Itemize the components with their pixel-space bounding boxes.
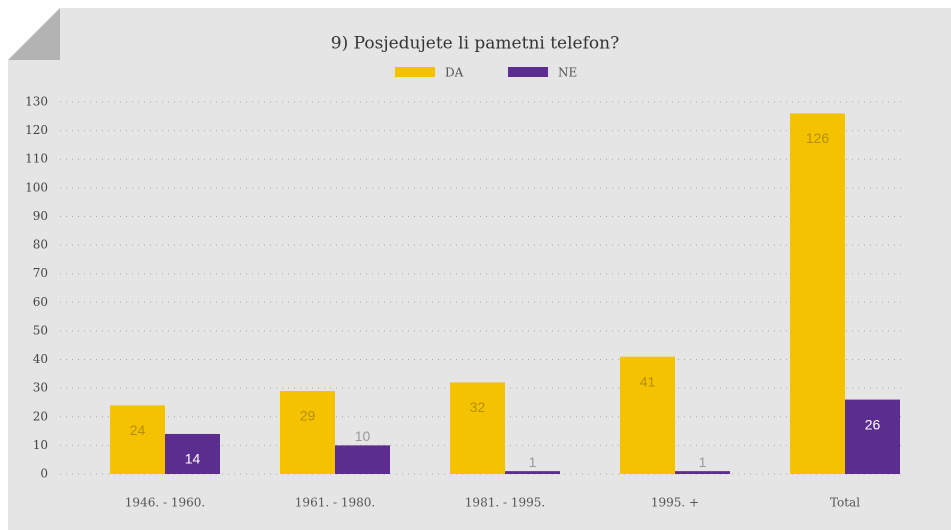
data-label: 1: [699, 454, 707, 470]
y-tick-label: 110: [25, 152, 48, 166]
y-tick-label: 50: [33, 323, 48, 337]
bar: [845, 399, 900, 474]
x-tick-label: 1981. - 1995.: [465, 496, 545, 510]
y-tick-label: 100: [25, 180, 48, 194]
x-tick-label: 1961. - 1980.: [295, 496, 375, 510]
legend-swatch: [395, 67, 435, 77]
bar: [790, 113, 845, 474]
data-label: 32: [470, 399, 486, 415]
folded-corner: [8, 8, 60, 60]
data-label: 41: [640, 373, 656, 389]
y-tick-label: 10: [33, 438, 48, 452]
bar: [280, 391, 335, 474]
data-label: 26: [865, 416, 881, 432]
y-tick-label: 0: [40, 467, 48, 481]
bar: [110, 405, 165, 474]
y-tick-label: 60: [33, 295, 48, 309]
legend-label: NE: [558, 66, 577, 80]
x-tick-label: Total: [830, 496, 860, 510]
y-tick-label: 90: [33, 209, 48, 223]
y-tick-label: 20: [33, 409, 48, 423]
y-tick-label: 130: [25, 95, 48, 109]
y-tick-label: 70: [33, 266, 48, 280]
x-tick-label: 1946. - 1960.: [125, 496, 205, 510]
y-tick-label: 120: [25, 123, 48, 137]
legend-label: DA: [445, 66, 464, 80]
bar: [505, 471, 560, 474]
background: [8, 8, 951, 530]
y-tick-label: 40: [33, 352, 48, 366]
bar: [450, 382, 505, 474]
data-label: 10: [355, 428, 371, 444]
data-label: 24: [130, 422, 146, 438]
data-label: 29: [300, 408, 316, 424]
chart-title: 9) Posjedujete li pametni telefon?: [331, 34, 619, 54]
x-tick-label: 1995. +: [651, 496, 699, 510]
bar: [165, 433, 220, 474]
bar: [335, 445, 390, 474]
data-label: 14: [185, 451, 201, 467]
bar: [675, 471, 730, 474]
legend-swatch: [508, 67, 548, 77]
bar: [620, 356, 675, 474]
y-tick-label: 30: [33, 381, 48, 395]
data-label: 1: [529, 454, 537, 470]
y-tick-label: 80: [33, 238, 48, 252]
data-label: 126: [806, 130, 830, 146]
